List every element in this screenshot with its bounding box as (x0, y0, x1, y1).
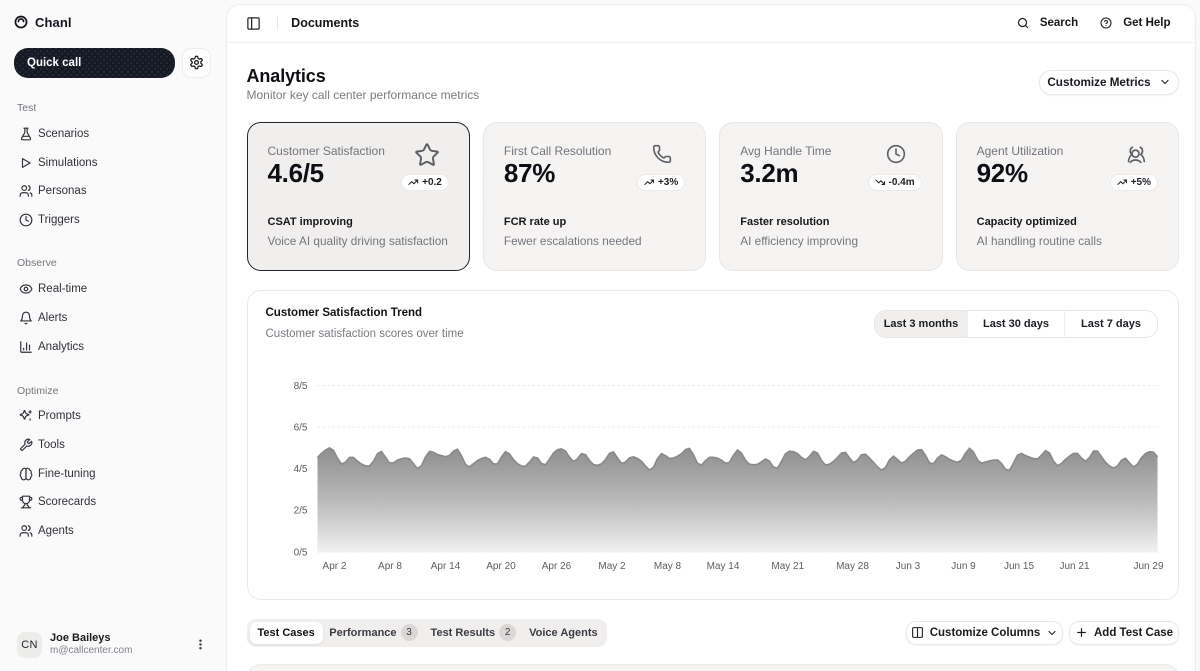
svg-text:Apr 2: Apr 2 (322, 561, 346, 572)
svg-text:8/5: 8/5 (293, 381, 307, 392)
svg-text:Jun 9: Jun 9 (951, 561, 976, 572)
svg-text:May 8: May 8 (653, 561, 681, 572)
svg-text:2/5: 2/5 (293, 505, 307, 516)
svg-text:Jun 15: Jun 15 (1003, 561, 1033, 572)
svg-text:Apr 20: Apr 20 (486, 561, 516, 572)
svg-text:6/5: 6/5 (293, 422, 307, 433)
svg-text:Apr 14: Apr 14 (430, 561, 460, 572)
svg-text:May 2: May 2 (598, 561, 626, 572)
svg-text:Jun 29: Jun 29 (1133, 561, 1163, 572)
svg-text:Jun 3: Jun 3 (895, 561, 920, 572)
svg-text:May 21: May 21 (771, 561, 804, 572)
svg-text:Apr 8: Apr 8 (378, 561, 402, 572)
svg-text:May 14: May 14 (706, 561, 739, 572)
svg-text:May 28: May 28 (836, 561, 869, 572)
svg-text:0/5: 0/5 (293, 547, 307, 558)
svg-text:4/5: 4/5 (293, 464, 307, 475)
svg-text:Jun 21: Jun 21 (1059, 561, 1089, 572)
svg-text:Apr 26: Apr 26 (541, 561, 571, 572)
